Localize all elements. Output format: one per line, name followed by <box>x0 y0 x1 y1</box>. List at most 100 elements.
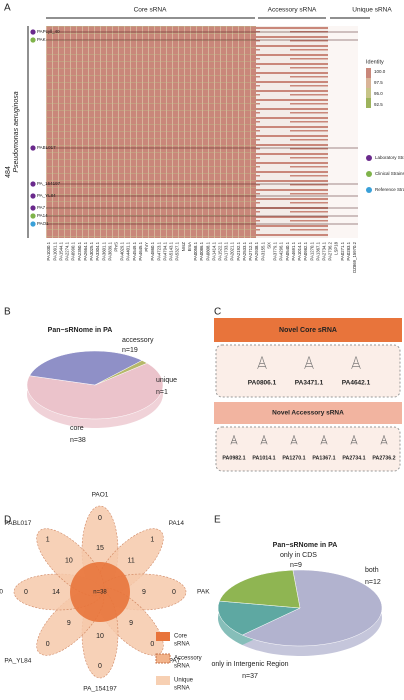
group-header: Accessory sRNA <box>268 7 317 14</box>
column-label: ErsA <box>187 242 192 251</box>
column-label: PA4794.1 <box>162 241 167 260</box>
column-label: PA2350.1 <box>77 241 82 260</box>
strain-label: PA7 <box>169 657 181 664</box>
chart-title: Pan−sRNome in PA <box>48 327 113 334</box>
srna-label: PA2736.2 <box>372 455 395 461</box>
column-label: PA0990.1 <box>71 241 76 260</box>
acc-box <box>215 426 401 472</box>
legend-dot <box>366 187 372 193</box>
column-label: PA3779.1 <box>273 241 278 260</box>
hairpin-icon <box>257 356 267 369</box>
pie-slice <box>219 569 301 609</box>
unique-count: 0 <box>24 589 28 596</box>
strain-dot <box>30 221 36 227</box>
column-label: PA4296.1 <box>279 241 284 260</box>
panel-letter: D <box>4 515 11 526</box>
group-header: Core sRNA <box>134 7 168 14</box>
column-label: PA4723.1 <box>156 241 161 260</box>
box-title: Novel Accessory sRNA <box>272 410 344 417</box>
column-label: PhrY <box>144 242 149 252</box>
hairpin-icon <box>351 356 361 369</box>
unique-count: 0 <box>46 641 50 648</box>
slice-label: accessory <box>122 337 154 344</box>
column-label: PA0982.1 <box>303 241 308 260</box>
unique-count: 1 <box>46 537 50 544</box>
legend-tick: 95.0 <box>374 91 383 96</box>
legend-tick: 97.5 <box>374 80 383 85</box>
column-label: PA1014.1 <box>297 241 302 260</box>
panel-letter: A <box>4 3 11 14</box>
group-header: Unique sRNA <box>352 7 392 14</box>
legend-tick: 92.5 <box>374 102 383 107</box>
unique-count: 0 <box>150 641 154 648</box>
column-label: PA1091.1 <box>52 241 57 260</box>
hairpin-icon <box>290 435 298 445</box>
strain-label: PA_YL84 <box>37 193 56 198</box>
legend-label: sRNA <box>174 686 190 692</box>
unique-count: 1 <box>150 537 154 544</box>
column-label: PA2021.1 <box>230 241 235 260</box>
chart-title: Pan−sRNome in PA <box>273 542 338 549</box>
column-label: PA1544.1 <box>58 241 63 260</box>
panel-letter: C <box>214 307 221 318</box>
column-label: PA2712.1 <box>248 241 253 260</box>
legend-swatch <box>156 676 170 685</box>
column-label: PA3601.1 <box>101 241 106 260</box>
value-label: n=19 <box>122 347 138 354</box>
srna-label: PA1270.1 <box>282 455 305 461</box>
strain-dot <box>30 145 36 151</box>
srna-label: PA2734.1 <box>342 455 365 461</box>
legend-label: sRNA <box>174 664 190 670</box>
legend-dot <box>366 155 372 161</box>
srna-label: PA3471.1 <box>295 380 324 387</box>
heatmap-core <box>46 26 256 238</box>
pie-slice <box>29 350 143 386</box>
legend-label: sRNA <box>174 642 190 648</box>
column-label: PA0086.1 <box>199 241 204 260</box>
heatmap-unique <box>328 26 358 238</box>
slice-label: only in CDS <box>280 552 317 559</box>
column-label: PA1270.1 <box>309 241 314 260</box>
value-label: n=9 <box>290 562 302 569</box>
accessory-count: 10 <box>65 558 73 565</box>
panel-letter: B <box>4 307 11 318</box>
strain-dot <box>30 205 36 211</box>
column-label: PA4549.1 <box>132 241 137 260</box>
core-circle <box>70 562 130 622</box>
column-label: PA5143.1 <box>169 241 174 260</box>
column-label: PA3155.1 <box>260 241 265 260</box>
strain-label: PABL017 <box>4 520 31 527</box>
column-label: PA0808.1 <box>205 241 210 260</box>
legend-swatch <box>366 68 371 78</box>
value-label: n=1 <box>156 389 168 396</box>
slice-label: both <box>365 567 379 574</box>
strain-label: PA_154197 <box>83 686 117 693</box>
column-label: PA2734.1 <box>321 241 326 260</box>
column-label: PA2274.1 <box>65 241 70 260</box>
srna-label: PA1367.1 <box>312 455 335 461</box>
column-label: PA4401.1 <box>126 241 131 260</box>
value-label: n=38 <box>70 437 86 444</box>
legend-label: Clinical Strains <box>375 171 404 176</box>
hairpin-icon <box>304 356 314 369</box>
strain-label: PAO1 <box>92 492 109 499</box>
legend-label: Laboratory Strains <box>375 155 404 160</box>
column-label: PA2736.2 <box>328 241 333 260</box>
strain-dot <box>30 181 36 187</box>
accessory-count: 14 <box>52 589 60 596</box>
strain-dot <box>30 213 36 219</box>
accessory-count: 9 <box>67 620 71 627</box>
panel-letter: E <box>214 515 221 526</box>
column-label: PA2533.1 <box>242 241 247 260</box>
column-label: PA1733.1 <box>224 241 229 260</box>
srna-label: PA4642.1 <box>342 380 371 387</box>
slice-label: only in Intergenic Region <box>211 661 288 668</box>
hairpin-icon <box>350 435 358 445</box>
strain-label: PAK <box>197 589 210 596</box>
core-box <box>215 344 401 398</box>
column-label: PA3304.1 <box>95 241 100 260</box>
hairpin-icon <box>260 435 268 445</box>
legend-tick: 100.0 <box>374 69 386 74</box>
legend-title: Identity <box>366 59 384 65</box>
column-label: PA1414.1 <box>211 241 216 260</box>
